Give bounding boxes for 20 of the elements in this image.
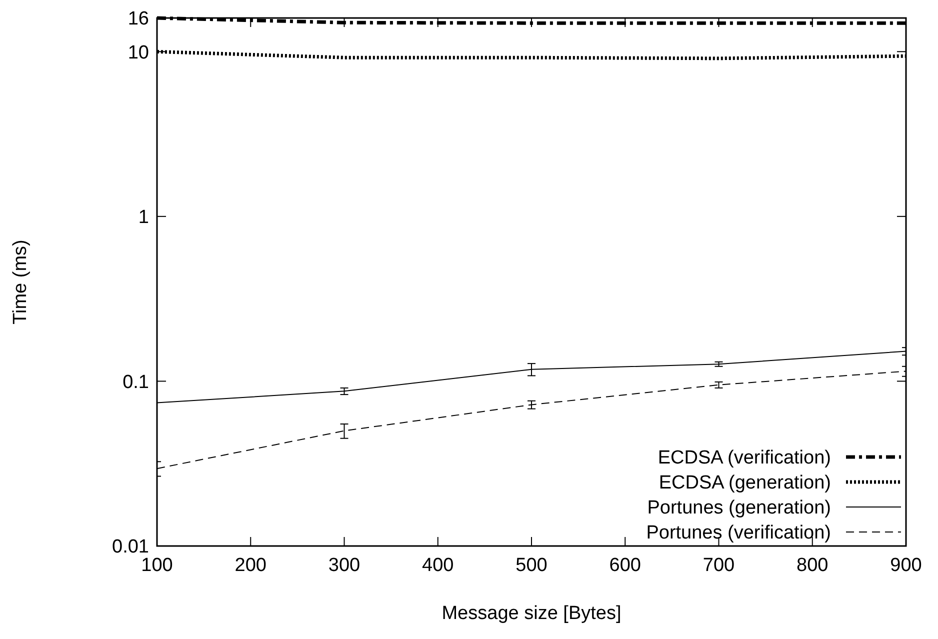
x-tick-label: 800 xyxy=(796,555,828,576)
y-tick-label: 0.01 xyxy=(112,536,149,558)
x-tick-label: 500 xyxy=(516,555,548,576)
x-tick-label: 400 xyxy=(422,555,454,576)
x-tick-label: 900 xyxy=(890,555,922,576)
legend-label: Portunes (verification) xyxy=(646,522,831,544)
legend-label: Portunes (generation) xyxy=(647,498,831,519)
x-tick-label: 200 xyxy=(234,555,266,576)
y-tick-label: 1 xyxy=(138,207,149,228)
legend-label: ECDSA (verification) xyxy=(658,448,831,469)
y-tick-label: 16 xyxy=(128,8,149,30)
y-tick-label: 10 xyxy=(128,42,149,64)
legend-label: ECDSA (generation) xyxy=(658,472,831,494)
x-tick-label: 700 xyxy=(702,555,735,576)
y-axis-title: Time (ms) xyxy=(10,240,31,324)
y-tick-label: 0.1 xyxy=(122,372,149,393)
x-tick-label: 600 xyxy=(609,555,641,576)
x-tick-label: 100 xyxy=(141,555,173,576)
x-axis-title: Message size [Bytes] xyxy=(442,603,622,624)
x-tick-label: 300 xyxy=(328,555,360,576)
